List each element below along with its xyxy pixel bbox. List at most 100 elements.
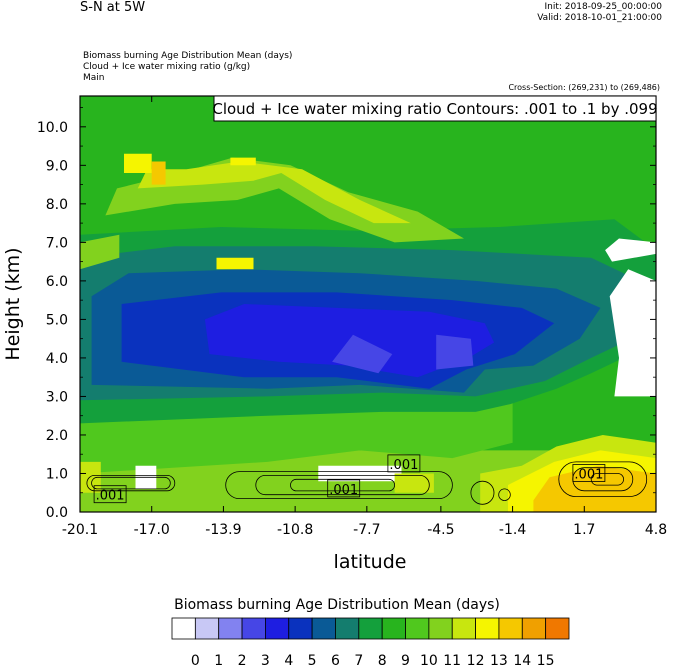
colorbar-label: 5 <box>307 653 317 669</box>
x-tick-label: 1.7 <box>573 522 595 538</box>
colorbar-swatch <box>545 617 570 640</box>
heatmap-region <box>605 238 656 262</box>
colorbar-swatch <box>451 617 476 640</box>
colorbar-swatch <box>381 617 406 640</box>
x-tick-label: -4.5 <box>427 522 454 538</box>
heatmap-field <box>80 96 656 512</box>
heatmap-region <box>80 461 101 493</box>
y-tick-label: 7.0 <box>46 235 68 251</box>
colorbar-swatch <box>194 617 220 640</box>
x-axis-label: latitude <box>334 551 407 573</box>
colorbar-label: 9 <box>401 653 410 669</box>
colorbar-swatch <box>475 617 500 640</box>
colorbar-swatch <box>241 617 266 640</box>
contour-line <box>91 476 171 490</box>
colorbar <box>171 617 570 640</box>
heatmap-region <box>137 161 411 224</box>
colorbar-swatch <box>521 617 547 640</box>
x-tick-label: -10.8 <box>277 522 313 538</box>
y-tick-label: 8.0 <box>46 197 68 213</box>
colorbar-label: 7 <box>354 653 364 669</box>
y-tick-label: 9.0 <box>46 158 68 174</box>
colorbar-label: 3 <box>260 653 270 669</box>
contour-label: .001 <box>389 458 418 473</box>
colorbar-label: 14 <box>513 653 532 669</box>
colorbar-label: 12 <box>466 653 485 669</box>
x-tick-label: -13.9 <box>205 522 241 538</box>
axes: -20.1 -17.0 -13.9 -10.8 -7.7 -4.5 -1.4 1.7 4.8 0.… <box>37 96 667 538</box>
heatmap-region <box>332 334 393 374</box>
contour-line <box>290 478 395 492</box>
heatmap-region <box>318 465 402 482</box>
x-tick-label: -7.7 <box>353 522 380 538</box>
contour-line <box>255 474 430 496</box>
chart-title: Cloud + Ice water mixing ratio Contours:… <box>212 100 657 118</box>
contour-label-box <box>572 464 606 482</box>
contour-label: .001 <box>329 483 358 498</box>
colorbar-label: 8 <box>377 653 387 669</box>
colorbar-label: 0 <box>190 653 200 669</box>
colorbar-swatch <box>405 617 430 640</box>
colorbar-swatch <box>311 617 336 640</box>
heatmap-region <box>124 153 152 173</box>
contour-label-box <box>387 454 421 473</box>
y-tick-label: 0.0 <box>46 505 68 521</box>
y-tick-label: 1.0 <box>46 466 68 482</box>
heatmap-region <box>609 269 656 397</box>
contour-line <box>470 480 495 505</box>
contour-label-box <box>327 479 361 498</box>
heatmap-region <box>216 257 254 270</box>
x-tick-label: 4.8 <box>645 522 667 538</box>
field-description-2: Cloud + Ice water mixing ratio (g/kg) <box>83 62 251 72</box>
contour-info-box <box>213 95 657 122</box>
colorbar-label: 11 <box>443 653 462 669</box>
contour-line <box>498 488 511 501</box>
colorbar-swatch <box>335 617 360 640</box>
x-tick-label: -20.1 <box>62 522 98 538</box>
colorbar-label: 4 <box>284 653 294 669</box>
x-tick-label: -1.4 <box>499 522 526 538</box>
y-tick-label: 3.0 <box>46 389 68 405</box>
field-description-3: Main <box>83 73 105 83</box>
x-tick-label: -17.0 <box>134 522 170 538</box>
contour-label: .001 <box>574 468 603 483</box>
colorbar-label: 6 <box>331 653 340 669</box>
contour-label-box <box>93 485 127 504</box>
colorbar-label: 15 <box>536 653 555 669</box>
y-tick-label: 6.0 <box>46 274 68 290</box>
heatmap-region <box>533 465 656 512</box>
contour-line <box>225 471 453 500</box>
heatmap-region <box>151 161 166 185</box>
colorbar-swatch <box>171 617 196 640</box>
plot-header-title: S-N at 5W <box>80 0 146 15</box>
colorbar-label: 13 <box>489 653 508 669</box>
contour-line <box>86 474 176 492</box>
colorbar-swatch <box>218 617 243 640</box>
colorbar-swatch <box>265 617 290 640</box>
heatmap-region <box>230 157 256 166</box>
field-description-1: Biomass burning Age Distribution Mean (d… <box>83 51 293 61</box>
colorbar-swatch <box>498 617 523 640</box>
heatmap-region <box>394 473 434 493</box>
heatmap-region <box>80 234 120 270</box>
colorbar-label: 2 <box>237 653 247 669</box>
y-tick-label: 5.0 <box>46 312 68 328</box>
y-tick-label: 2.0 <box>46 428 68 444</box>
y-tick-label: 10.0 <box>37 120 68 136</box>
y-tick-label: 4.0 <box>46 351 68 367</box>
heatmap-region <box>436 334 474 370</box>
colorbar-title: Biomass burning Age Distribution Mean (d… <box>174 597 500 613</box>
colorbar-swatch <box>288 617 313 640</box>
colorbar-label: 10 <box>419 653 438 669</box>
colorbar-swatch <box>358 617 383 640</box>
contour-line <box>558 461 648 497</box>
y-axis-label: Height (km) <box>2 247 24 360</box>
cross-section-label: Cross-Section: (269,231) to (269,486) <box>508 83 660 92</box>
valid-time: Valid: 2018-10-01_21:00:00 <box>537 13 662 23</box>
colorbar-swatch <box>428 617 453 640</box>
cloud-contours: .001 .001 .001 .001 <box>86 454 648 505</box>
contour-label: .001 <box>96 489 125 504</box>
contour-line <box>590 473 625 486</box>
colorbar-labels: 0 1 2 3 4 5 6 7 8 9 10 11 12 13 14 15 <box>0 653 674 669</box>
